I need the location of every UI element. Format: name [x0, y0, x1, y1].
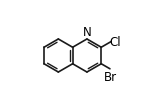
Text: Cl: Cl — [110, 36, 121, 48]
Text: N: N — [82, 25, 91, 38]
Text: Br: Br — [104, 70, 117, 83]
